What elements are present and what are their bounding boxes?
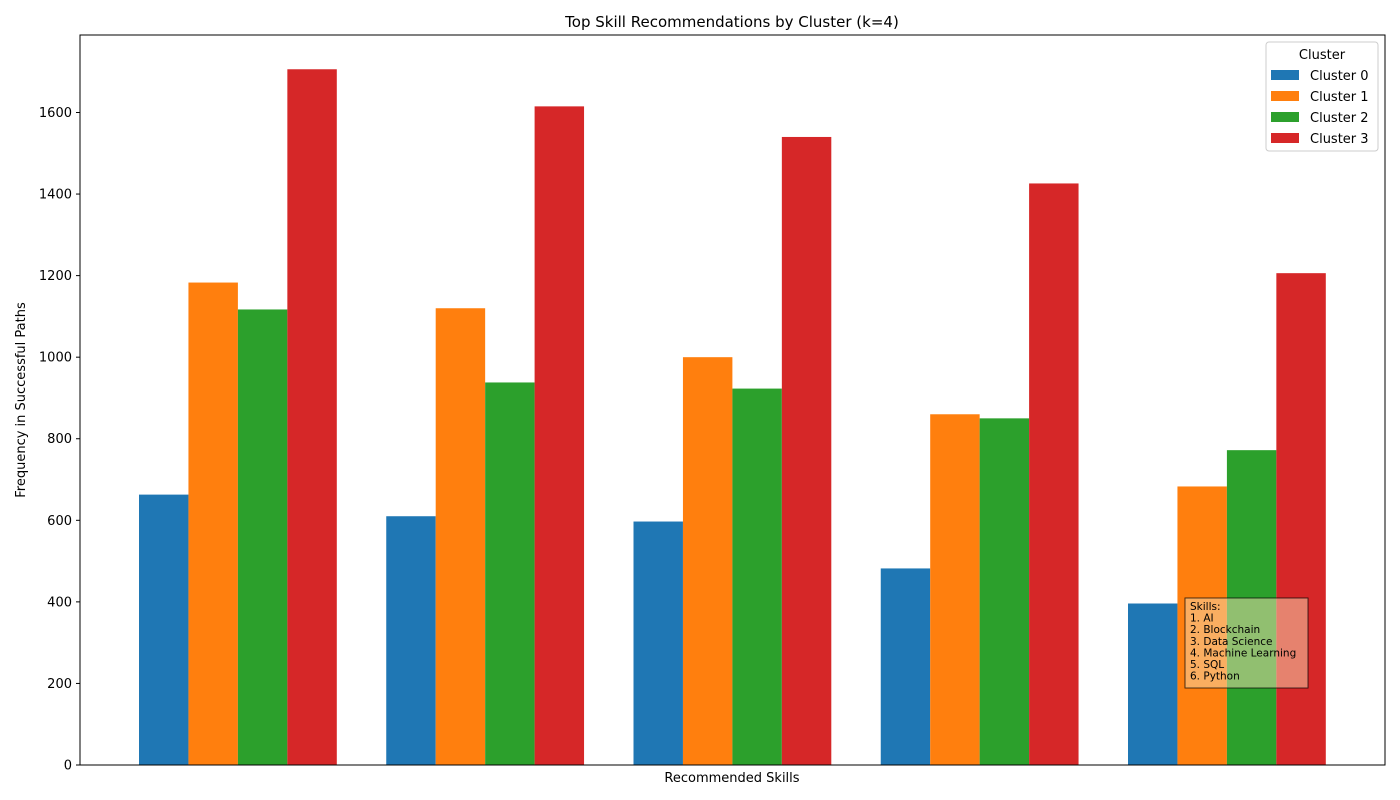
bars-group [139, 69, 1326, 766]
bar-cluster3-skill1 [287, 69, 337, 765]
bar-cluster0-skill4 [880, 568, 931, 765]
bar-cluster3-skill3 [781, 136, 832, 765]
bar-cluster2-skill1 [237, 309, 288, 765]
bar-cluster0-skill2 [386, 516, 436, 765]
y-tick-label: 1400 [39, 188, 72, 203]
y-axis: 0 200 400 600 800 1000 1200 1400 1600 [39, 106, 80, 774]
bar-cluster2-skill3 [732, 388, 782, 765]
bar-cluster1-skill3 [682, 357, 733, 765]
y-tick-label: 600 [47, 514, 72, 529]
bar-cluster1-skill4 [930, 414, 980, 765]
legend-box [1265, 41, 1379, 152]
bar-cluster1-skill1 [188, 282, 238, 765]
y-tick-label: 0 [64, 759, 72, 774]
annotation-line-2: 2. Blockchain [1190, 624, 1260, 636]
legend-swatch-3 [1271, 133, 1299, 143]
annotation-box [1184, 597, 1309, 689]
plot-frame [79, 34, 1386, 766]
legend-label-2: Cluster 2 [1310, 111, 1369, 126]
annotation-line-0: Skills: [1190, 601, 1221, 613]
bar-cluster0-skill1 [139, 494, 189, 765]
legend-swatch-0 [1271, 70, 1299, 80]
bar-cluster0-skill5 [1128, 603, 1178, 765]
legend-swatch-2 [1271, 112, 1299, 122]
annotation-line-6: 6. Python [1190, 671, 1240, 683]
legend-label-0: Cluster 0 [1310, 69, 1369, 84]
y-tick-label: 1000 [39, 351, 72, 366]
y-tick-label: 1600 [39, 106, 72, 121]
y-tick-label: 800 [47, 432, 72, 447]
annotation-line-4: 4. Machine Learning [1190, 647, 1296, 659]
legend-label-3: Cluster 3 [1310, 132, 1369, 147]
annotation-line-5: 5. SQL [1190, 659, 1224, 671]
annotation-line-1: 1. AI [1190, 613, 1214, 625]
bar-cluster3-skill2 [534, 106, 585, 766]
bar-cluster2-skill2 [485, 382, 535, 765]
bar-cluster0-skill3 [633, 521, 683, 765]
y-tick-label: 1200 [39, 269, 72, 284]
bar-cluster3-skill4 [1029, 183, 1079, 765]
legend: Cluster Cluster 0 Cluster 1 Cluster 2 Cluste… [1265, 41, 1379, 152]
y-tick-label: 200 [47, 677, 72, 692]
legend-swatch-1 [1271, 91, 1299, 101]
y-axis-label: Frequency in Successful Paths [14, 302, 29, 498]
bar-cluster2-skill4 [979, 418, 1030, 765]
bar-cluster3-skill5 [1276, 273, 1326, 765]
bar-cluster1-skill2 [435, 308, 486, 765]
y-tick-label: 400 [47, 595, 72, 610]
legend-label-1: Cluster 1 [1310, 90, 1369, 105]
annotation-line-3: 3. Data Science [1190, 636, 1272, 648]
x-axis-label: Recommended Skills [664, 771, 799, 786]
chart-title: Top Skill Recommendations by Cluster (k=… [564, 13, 899, 31]
legend-title: Cluster [1299, 48, 1346, 63]
